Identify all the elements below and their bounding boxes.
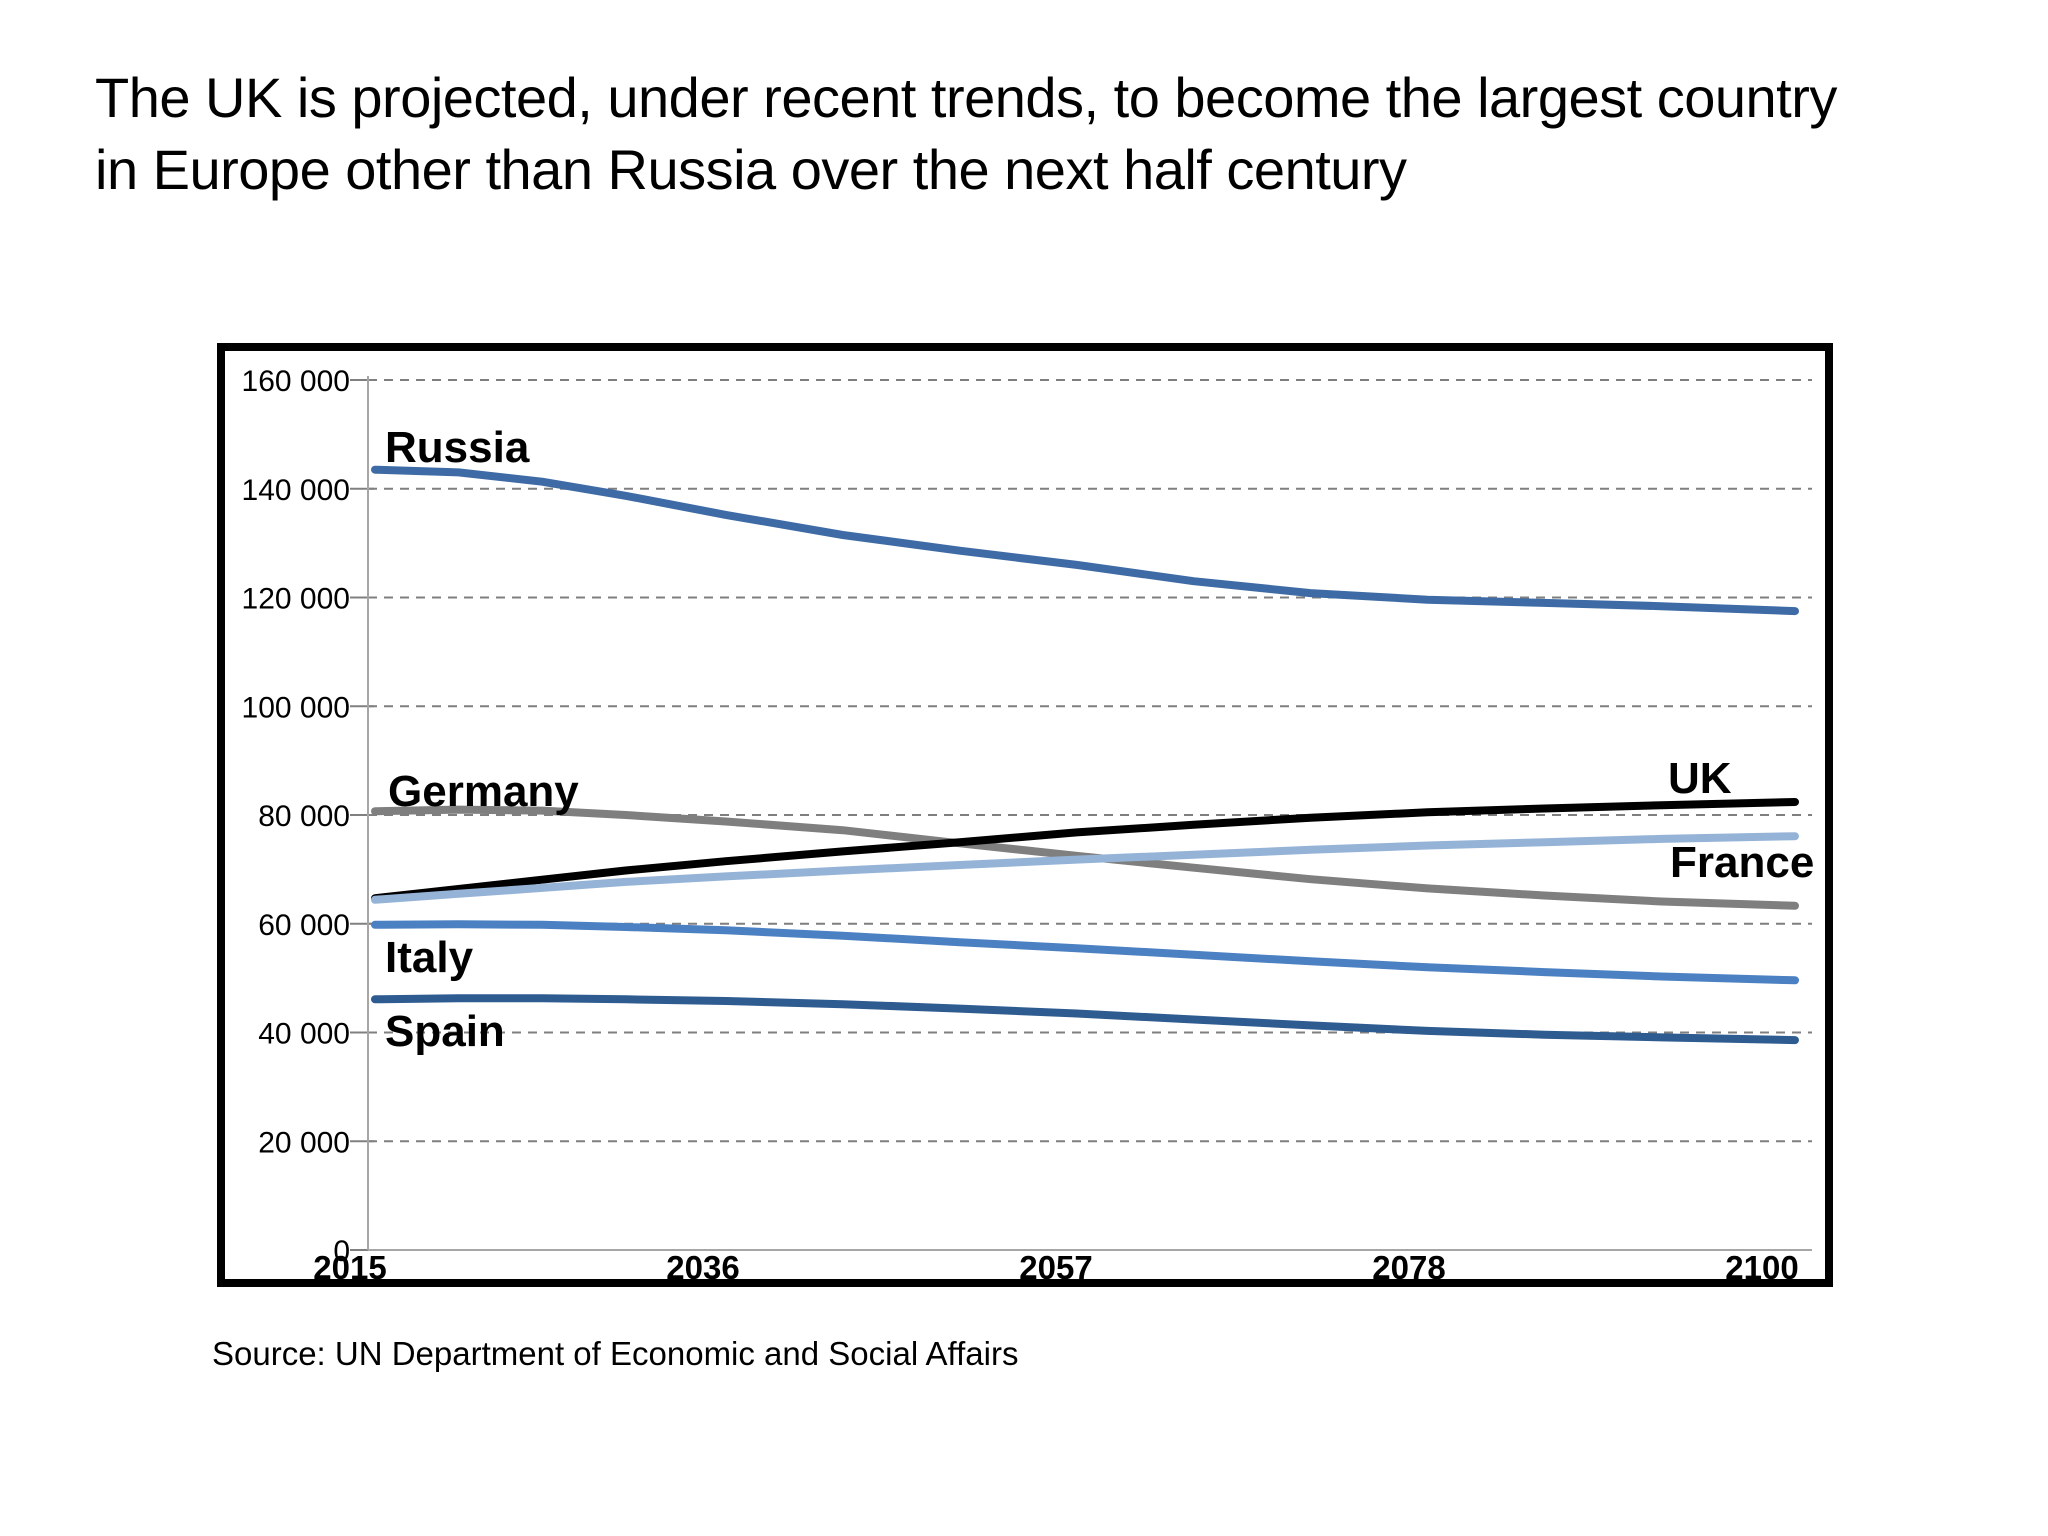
y-tick-label: 80 000 <box>258 800 350 833</box>
y-tick-label: 120 000 <box>242 583 350 616</box>
x-tick-label: 2036 <box>666 1249 739 1286</box>
series-label-russia: Russia <box>385 423 530 472</box>
y-tick-label: 160 000 <box>242 365 350 398</box>
x-tick-label: 2078 <box>1372 1249 1445 1286</box>
page-title: The UK is projected, under recent trends… <box>95 62 1975 206</box>
y-tick-label: 100 000 <box>242 691 350 724</box>
series-label-italy: Italy <box>385 933 474 982</box>
series-line-spain <box>371 994 1799 1045</box>
page-title-line-2: in Europe other than Russia over the nex… <box>95 138 1407 201</box>
series-line-russia <box>371 465 1799 616</box>
source-text: Source: UN Department of Economic and So… <box>212 1335 1019 1372</box>
y-tick-label: 20 000 <box>258 1126 350 1159</box>
series-label-spain: Spain <box>385 1007 505 1056</box>
series-line-uk <box>371 798 1799 903</box>
series-line-france <box>371 832 1799 904</box>
series-label-uk: UK <box>1668 754 1732 803</box>
series-line-germany <box>371 805 1799 910</box>
x-tick-label: 2057 <box>1019 1249 1092 1286</box>
y-tick-label: 0 <box>333 1235 350 1268</box>
y-tick-label: 60 000 <box>258 909 350 942</box>
series-label-germany: Germany <box>388 767 579 816</box>
y-tick-label: 40 000 <box>258 1018 350 1051</box>
x-tick-label: 2100 <box>1725 1249 1798 1286</box>
series-line-italy <box>371 920 1799 985</box>
y-tick-label: 140 000 <box>242 474 350 507</box>
x-tick-label: 2015 <box>313 1249 386 1286</box>
page-title-line-1: The UK is projected, under recent trends… <box>95 66 1837 129</box>
series-label-france: France <box>1670 838 1814 887</box>
